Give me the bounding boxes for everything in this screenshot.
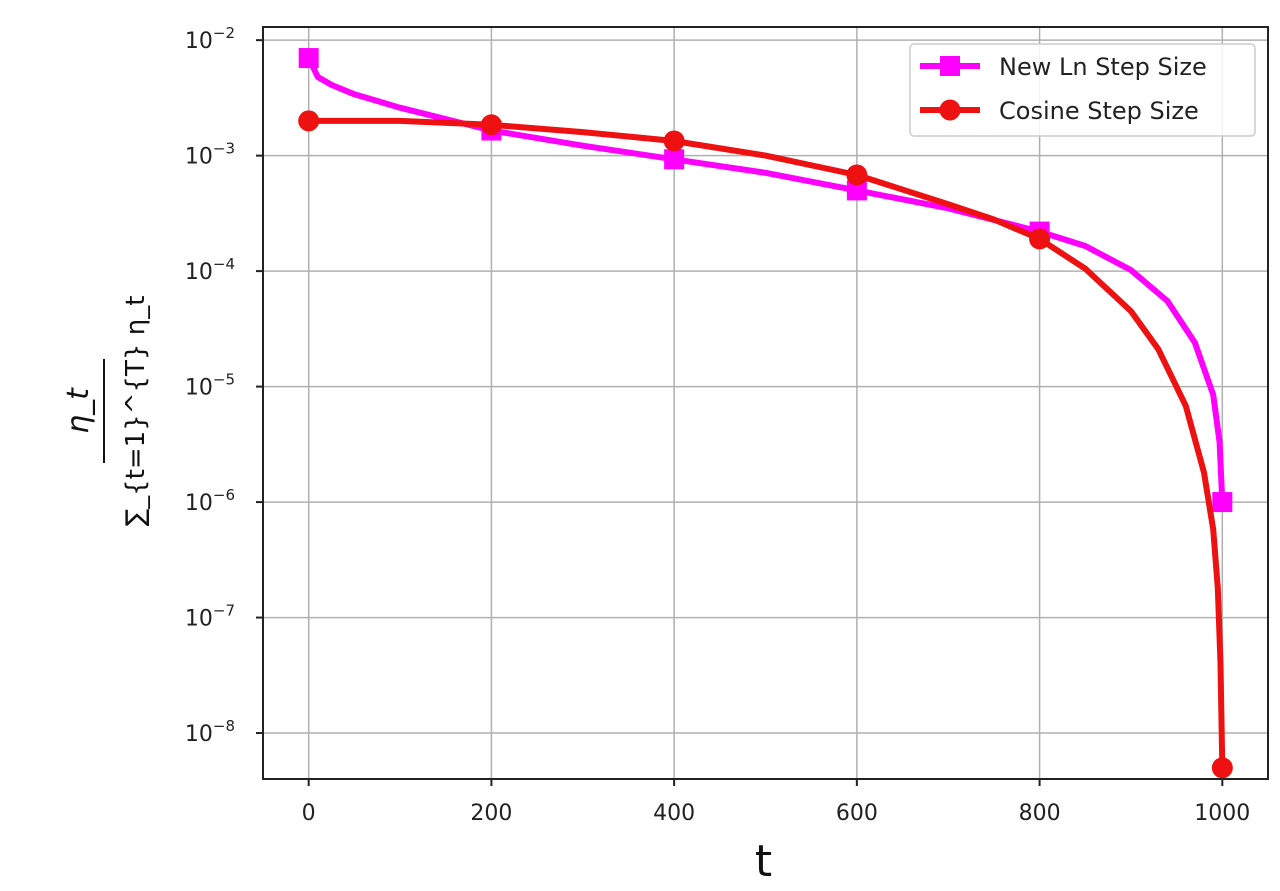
legend: New Ln Step Size Cosine Step Size — [909, 43, 1256, 137]
marker-cosine-step-size — [298, 110, 320, 132]
marker-cosine-step-size — [1029, 228, 1051, 250]
y-axis-ticks: 10−2 10−3 10−4 10−5 10−6 10−7 10−8 — [185, 24, 263, 747]
x-tick-label: 600 — [836, 801, 878, 826]
y-tick-label: 10−6 — [185, 486, 235, 516]
legend-marker — [940, 56, 960, 76]
legend-box — [909, 43, 1256, 137]
legend-label: Cosine Step Size — [999, 97, 1199, 125]
x-tick-label: 200 — [470, 801, 512, 826]
y-tick-label: 10−5 — [185, 371, 235, 401]
series-line-cosine-step-size — [305, 117, 1226, 771]
plot-series — [298, 48, 1233, 779]
marker-new-ln-step-size — [664, 149, 685, 170]
grid — [263, 27, 1268, 779]
y-tick-label: 10−3 — [185, 140, 235, 170]
marker-new-ln-step-size — [846, 180, 867, 201]
marker-new-ln-step-size — [298, 48, 319, 69]
x-tick-label: 1000 — [1194, 801, 1250, 826]
y-axis-title-denominator: ∑_{t=1}^{T} η_t — [121, 296, 151, 527]
x-axis-title: t — [755, 836, 772, 887]
legend-marker — [939, 99, 961, 121]
y-tick-label: 10−8 — [185, 717, 235, 747]
x-tick-label: 800 — [1019, 801, 1061, 826]
marker-cosine-step-size — [1211, 757, 1233, 779]
y-axis-title-numerator: η_t — [61, 387, 96, 434]
y-tick-label: 10−7 — [185, 602, 235, 632]
marker-new-ln-step-size — [1212, 492, 1233, 513]
legend-label: New Ln Step Size — [999, 53, 1207, 81]
series-cosine-step-size — [298, 110, 1233, 779]
y-tick-label: 10−4 — [185, 255, 235, 285]
plot-frame — [262, 26, 1269, 780]
x-axis-ticks: 0 200 400 600 800 1000 — [302, 779, 1250, 826]
y-axis-title: η_t ∑_{t=1}^{T} η_t — [61, 296, 151, 527]
marker-cosine-step-size — [663, 130, 685, 152]
x-tick-label: 400 — [653, 801, 695, 826]
marker-cosine-step-size — [846, 164, 868, 186]
x-tick-label: 0 — [302, 801, 316, 826]
y-tick-label: 10−2 — [185, 24, 235, 54]
marker-cosine-step-size — [480, 114, 502, 136]
